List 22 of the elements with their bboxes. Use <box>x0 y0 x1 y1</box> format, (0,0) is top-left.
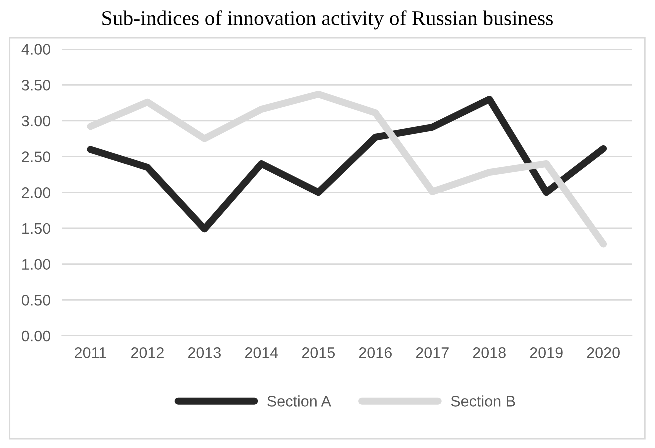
x-tick-label: 2019 <box>530 348 563 358</box>
y-tick-label: 0.00 <box>22 330 51 342</box>
legend-label: Section B <box>451 396 516 407</box>
chart-title: Sub-indices of innovation activity of Russian business <box>102 10 553 30</box>
y-tick-label: 3.00 <box>22 116 51 127</box>
y-tick-label: 3.50 <box>22 80 51 91</box>
y-tick-label: 2.50 <box>22 152 51 162</box>
x-tick-label: 2020 <box>587 348 620 358</box>
y-tick-label: 4.00 <box>22 44 51 55</box>
legend-label: Section A <box>268 396 332 407</box>
y-tick-label: 0.50 <box>22 295 51 306</box>
x-tick-label: 2012 <box>131 348 164 358</box>
y-tick-label: 1.00 <box>22 259 51 270</box>
x-tick-label: 2013 <box>188 348 222 358</box>
y-tick-label: 2.00 <box>22 188 51 198</box>
y-tick-label: 1.50 <box>22 223 51 234</box>
x-tick-label: 2018 <box>473 348 506 358</box>
x-tick-label: 2014 <box>245 348 278 358</box>
x-tick-label: 2016 <box>359 348 392 358</box>
x-tick-label: 2017 <box>416 348 449 358</box>
x-tick-label: 2015 <box>302 348 336 358</box>
x-tick-label: 2011 <box>75 348 106 358</box>
